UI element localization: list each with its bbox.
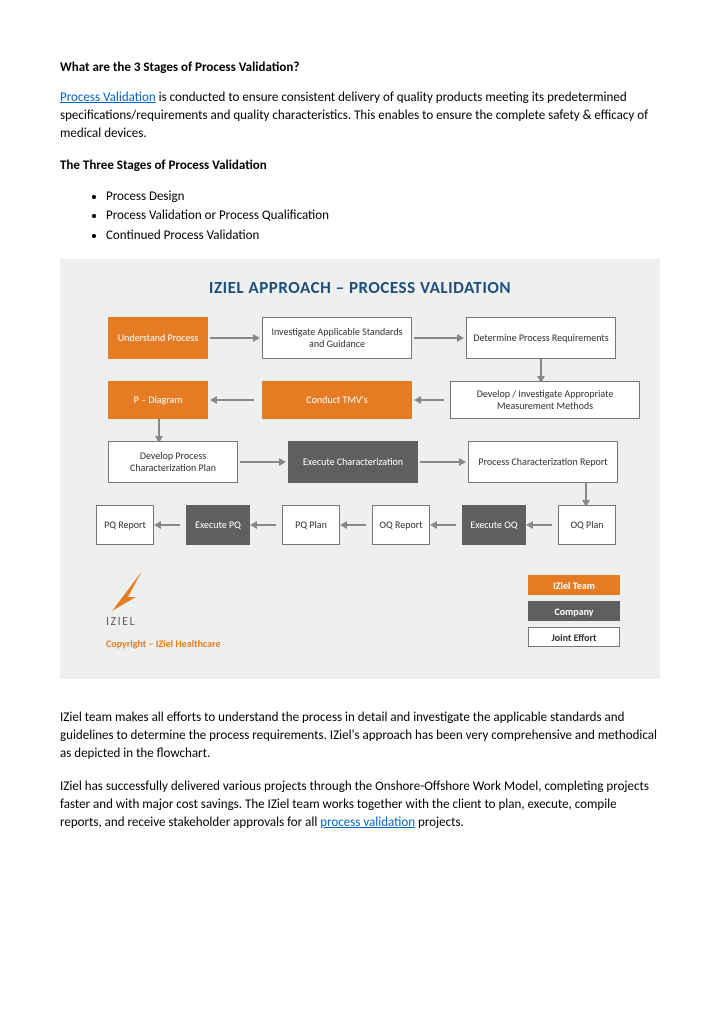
process-validation-link[interactable]: Process Validation xyxy=(60,90,156,105)
list-item: Continued Process Validation xyxy=(106,226,660,246)
arrow-icon xyxy=(346,524,366,526)
node-oq-plan: OQ Plan xyxy=(558,505,616,545)
node-execute-pq: Execute PQ xyxy=(186,505,250,545)
node-determine-requirements: Determine Process Requirements xyxy=(466,317,616,359)
node-execute-oq: Execute OQ xyxy=(462,505,526,545)
process-validation-diagram: IZIEL APPROACH – PROCESS VALIDATION Unde… xyxy=(60,259,660,679)
node-pq-plan: PQ Plan xyxy=(282,505,340,545)
paragraph-approach: IZiel team makes all efforts to understa… xyxy=(60,709,660,764)
arrow-icon xyxy=(210,337,254,339)
arrow-icon xyxy=(256,524,276,526)
iziel-logo-text: IZIEL xyxy=(106,615,136,629)
node-pq-report: PQ Report xyxy=(96,505,154,545)
node-oq-report: OQ Report xyxy=(372,505,430,545)
arrow-icon xyxy=(540,359,542,377)
legend-joint-effort: Joint Effort xyxy=(528,627,620,647)
arrow-icon xyxy=(585,483,587,501)
node-measurement-methods: Develop / Investigate Appropriate Measur… xyxy=(450,381,640,419)
heading-stages: The Three Stages of Process Validation xyxy=(60,158,660,173)
node-understand-process: Understand Process xyxy=(108,317,208,359)
arrow-icon xyxy=(160,524,180,526)
arrow-icon xyxy=(436,524,456,526)
legend-iziel-team: IZiel Team xyxy=(528,575,620,595)
diagram-copyright: Copyright – IZiel Healthcare xyxy=(106,637,220,650)
node-char-report: Process Characterization Report xyxy=(468,441,618,483)
arrow-icon xyxy=(216,399,254,401)
arrow-icon xyxy=(420,399,444,401)
node-execute-char: Execute Characterization xyxy=(288,441,418,483)
heading-main: What are the 3 Stages of Process Validat… xyxy=(60,60,660,75)
diagram-title: IZIEL APPROACH – PROCESS VALIDATION xyxy=(60,277,660,298)
process-validation-link-2[interactable]: process validation xyxy=(320,815,415,830)
arrow-icon xyxy=(532,524,552,526)
list-item: Process Validation or Process Qualificat… xyxy=(106,206,660,226)
arrow-icon xyxy=(158,419,160,437)
arrow-icon xyxy=(420,461,460,463)
list-item: Process Design xyxy=(106,187,660,207)
paragraph-delivery: IZiel has successfully delivered various… xyxy=(60,778,660,833)
stages-list: Process Design Process Validation or Pro… xyxy=(60,187,660,246)
node-investigate-standards: Investigate Applicable Standards and Gui… xyxy=(262,317,412,359)
arrow-icon xyxy=(240,461,280,463)
legend-company: Company xyxy=(528,601,620,621)
document-page: What are the 3 Stages of Process Validat… xyxy=(0,0,720,886)
node-conduct-tmv: Conduct TMV's xyxy=(262,381,412,419)
node-p-diagram: P – Diagram xyxy=(108,381,208,419)
arrow-icon xyxy=(414,337,458,339)
iziel-logo-icon xyxy=(106,567,146,615)
node-develop-char-plan: Develop Process Characterization Plan xyxy=(108,441,238,483)
para3-post: projects. xyxy=(415,815,464,830)
intro-paragraph: Process Validation is conducted to ensur… xyxy=(60,89,660,144)
